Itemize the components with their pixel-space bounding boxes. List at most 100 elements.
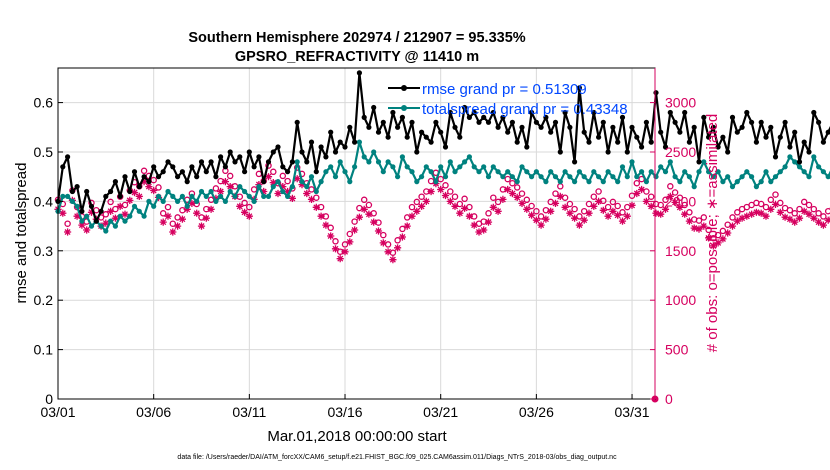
obs-assimilated-point [446, 197, 454, 205]
obs-assimilated-point [700, 222, 708, 230]
obs-assimilated-point [312, 203, 320, 211]
rmse-point [576, 85, 583, 91]
rmse-point [347, 124, 353, 130]
rmse-point [69, 188, 75, 195]
obs-possible-point [394, 237, 401, 244]
obs-assimilated-point [590, 202, 598, 210]
y2-tick-label: 1000 [665, 292, 696, 308]
obs-assimilated-point [207, 205, 215, 213]
rmse-point [648, 139, 654, 145]
obs-possible-point [657, 201, 664, 209]
obs-possible-point [308, 186, 315, 193]
obs-assimilated-point [341, 248, 349, 256]
obs-assimilated-point [169, 228, 177, 236]
rmse-point [653, 90, 659, 96]
totalspread-point [285, 193, 291, 199]
rmse-point [634, 134, 640, 140]
totalspread-point [457, 164, 463, 170]
rmse-point [696, 159, 702, 165]
rmse-point [289, 159, 295, 165]
rmse-point [103, 193, 109, 199]
x-axis-label: Mar.01,2018 00:00:00 start [267, 428, 447, 445]
obs-possible-point [772, 191, 779, 198]
obs-assimilated-point [714, 239, 722, 247]
obs-possible-point [179, 206, 186, 214]
obs-possible-point [705, 226, 712, 234]
obs-assimilated-point [121, 210, 129, 218]
obs-assimilated-point [145, 183, 153, 191]
rmse-point [232, 159, 238, 165]
rmse-point [596, 134, 602, 140]
obs-assimilated-point [236, 202, 244, 210]
rmse-point [184, 179, 190, 185]
obs-assimilated-point [666, 192, 674, 200]
obs-assimilated-point [427, 187, 435, 196]
obs-assimilated-point [288, 194, 296, 202]
obs-possible-point [451, 193, 459, 200]
totalspread-point [108, 218, 114, 224]
obs-possible-point [614, 202, 621, 210]
obs-assimilated-point [709, 242, 717, 250]
obs-possible-point [327, 224, 334, 232]
totalspread-point [596, 174, 602, 180]
totalspread-point [648, 169, 654, 175]
totalspread-point [146, 198, 152, 204]
obs-possible-point [365, 201, 373, 209]
obs-possible-point [647, 193, 655, 200]
totalspread-point [289, 184, 295, 190]
obs-assimilated-point [480, 226, 488, 234]
obs-assimilated-point [499, 195, 507, 203]
rmse-point [332, 149, 339, 155]
obs-possible-point [418, 193, 425, 200]
obs-assimilated-point [193, 209, 201, 217]
obs-assimilated-point [317, 212, 325, 220]
totalspread-point [160, 198, 166, 204]
totalspread-point [117, 213, 123, 219]
rmse-point [136, 184, 142, 190]
rmse-point [108, 188, 114, 195]
obs-assimilated-point [403, 222, 411, 230]
obs-possible-point [447, 188, 454, 195]
totalspread-point [667, 159, 673, 165]
obs-assimilated-point [260, 187, 268, 196]
obs-assimilated-point [303, 189, 311, 198]
totalspread-point [634, 174, 640, 180]
rmse-point [179, 169, 185, 175]
rmse-point [619, 114, 626, 120]
rmse-point [662, 144, 669, 150]
rmse-point [404, 134, 410, 140]
totalspread-point [280, 188, 286, 195]
rmse-point [706, 134, 712, 140]
totalspread-point [141, 213, 147, 219]
obs-assimilated-point [815, 218, 823, 226]
totalspread-point [328, 164, 334, 170]
obs-possible-point [356, 204, 363, 212]
totalspread-point [672, 174, 678, 180]
totalspread-point [308, 174, 315, 180]
obs-possible-point [714, 231, 722, 239]
obs-possible-point [322, 213, 330, 220]
obs-possible-point [791, 210, 798, 217]
totalspread-point [600, 179, 606, 185]
obs-possible-point [686, 209, 693, 216]
obs-assimilated-point [757, 209, 765, 217]
totalspread-point [696, 169, 702, 175]
obs-possible-point [767, 196, 775, 204]
rmse-point [218, 154, 224, 160]
obs-possible-point [805, 201, 813, 209]
obs-possible-point [466, 203, 473, 211]
totalspread-point [337, 159, 343, 165]
totalspread-point [122, 218, 128, 224]
rmse-point [643, 119, 650, 125]
rmse-point [299, 149, 305, 155]
rmse-point [572, 159, 578, 165]
obs-possible-point [403, 214, 411, 221]
obs-assimilated-point [523, 205, 531, 213]
rmse-point [567, 124, 573, 130]
totalspread-point [787, 154, 793, 160]
obs-assimilated-point [791, 218, 799, 226]
obs-possible-point [815, 210, 822, 217]
totalspread-point [428, 169, 434, 175]
obs-assimilated-point [614, 211, 622, 219]
rmse-point [356, 70, 362, 76]
